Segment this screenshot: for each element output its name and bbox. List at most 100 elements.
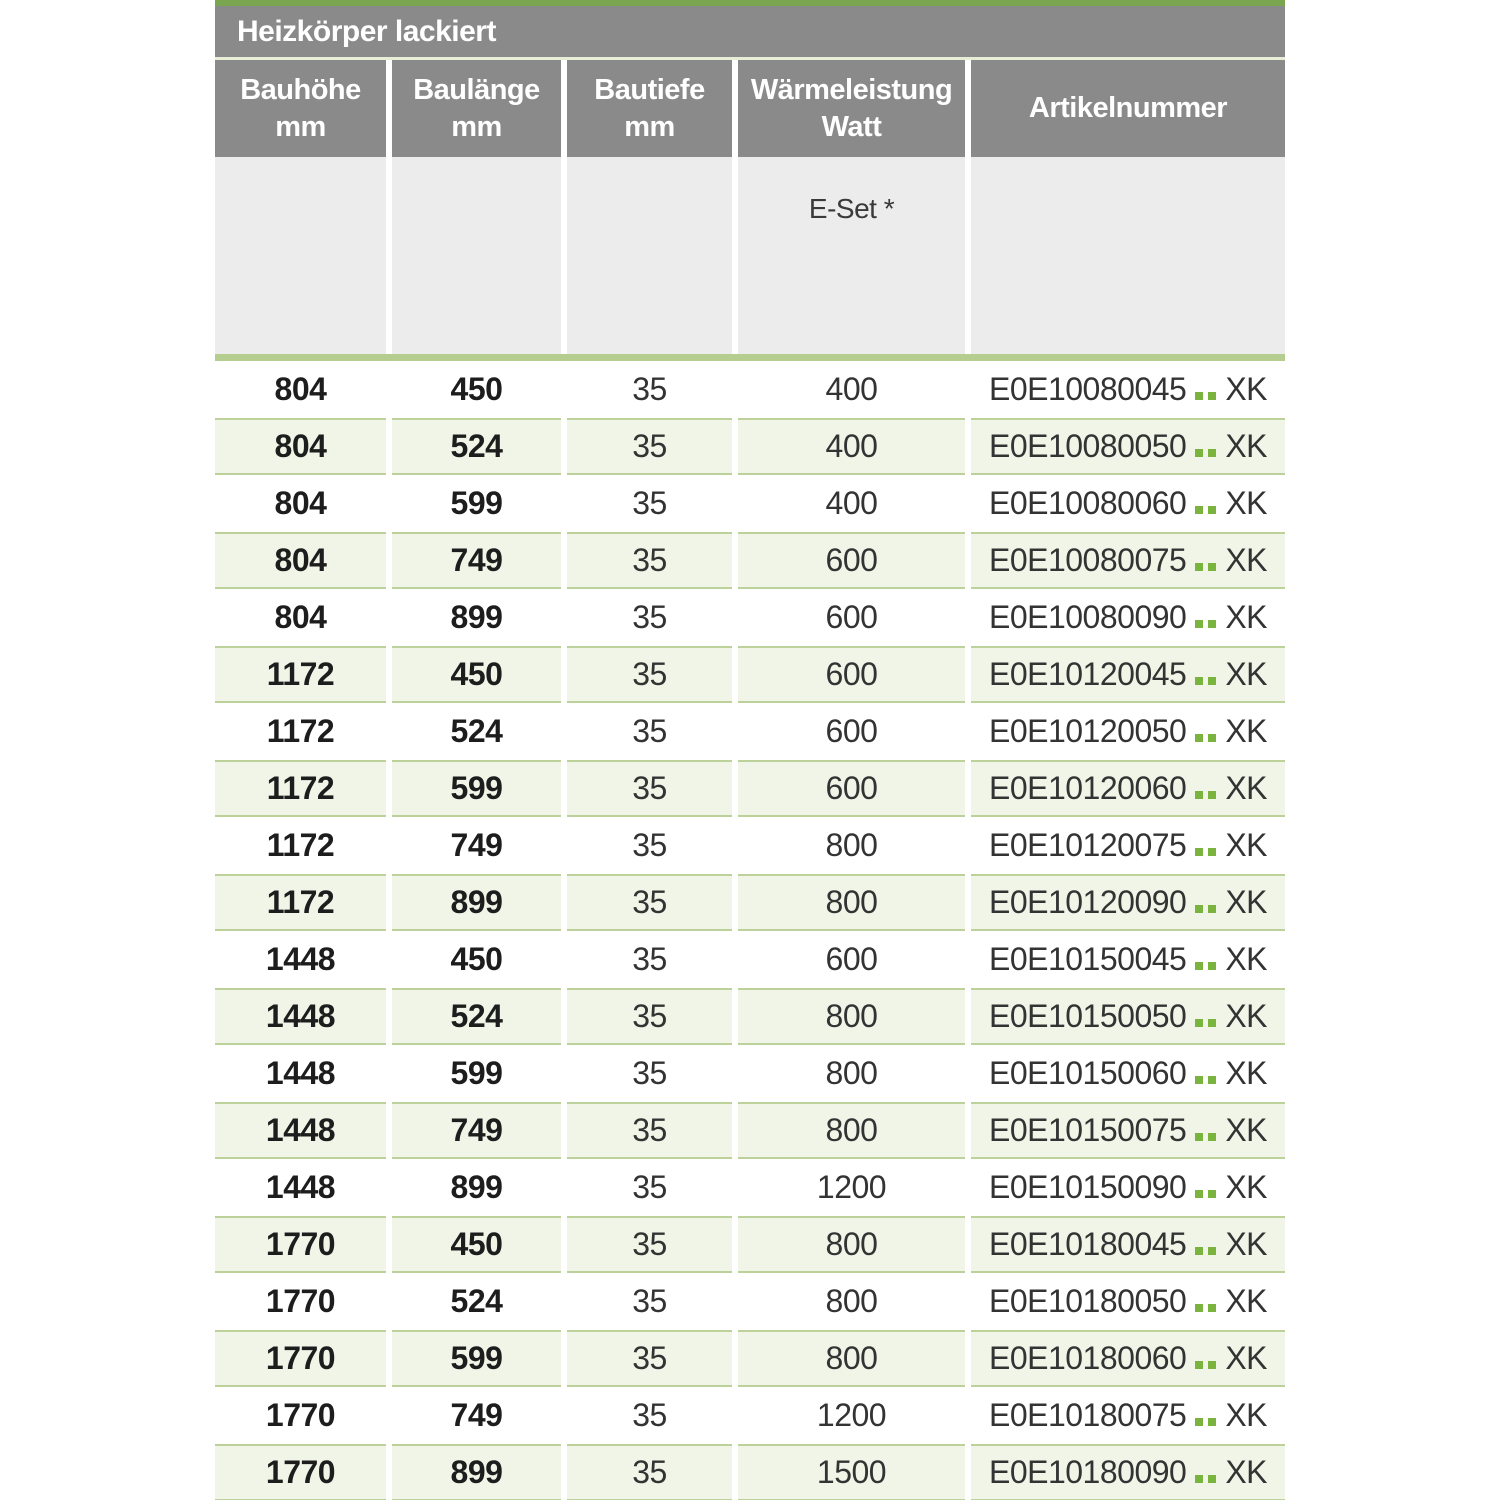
column-label: Bautiefe: [594, 73, 705, 106]
table-row: 1770 899 35 1500 E0E10180090 XK: [215, 1444, 1285, 1500]
green-dot-icon: [1208, 1418, 1217, 1426]
cell-bautiefe: 35: [632, 827, 667, 863]
cell-waermeleistung: 800: [825, 827, 878, 863]
column-header-waermeleistung: Wärmeleistung Watt: [738, 60, 965, 157]
green-dot-icon: [1195, 1076, 1204, 1084]
table-row: 804 524 35 400 E0E10080050 XK: [215, 418, 1285, 475]
table-row: 1448 524 35 800 E0E10150050 XK: [215, 988, 1285, 1045]
green-dot-icon: [1208, 1247, 1217, 1255]
cell-waermeleistung: 800: [738, 1216, 965, 1273]
cell-bautiefe: 35: [567, 1216, 732, 1273]
cell-baulaenge: 450: [450, 371, 503, 407]
table-row: 1172 749 35 800 E0E10120075 XK: [215, 817, 1285, 874]
green-dot-icon: [1195, 962, 1204, 970]
green-dot-icon: [1208, 1304, 1217, 1312]
green-dot-icon: [1208, 563, 1217, 571]
subheader-cell: [971, 157, 1285, 354]
green-dot-icon: [1195, 734, 1204, 742]
cell-baulaenge: 450: [392, 1216, 561, 1273]
cell-bauhoehe: 1448: [265, 941, 336, 977]
cell-bautiefe: 35: [567, 1102, 732, 1159]
green-dot-icon: [1195, 392, 1204, 400]
cell-artikelnummer: E0E10180050 XK: [971, 1273, 1285, 1330]
artikelnummer-value: E0E10080060 XK: [988, 485, 1268, 521]
cell-bautiefe: 35: [632, 941, 667, 977]
cell-bautiefe: 35: [567, 1330, 732, 1387]
cell-baulaenge: 899: [450, 1169, 503, 1205]
table-row: 1172 899 35 800 E0E10120090 XK: [215, 874, 1285, 931]
cell-bautiefe: 35: [567, 874, 732, 931]
cell-artikelnummer: E0E10120050 XK: [971, 703, 1285, 760]
cell-bauhoehe: 1172: [215, 874, 386, 931]
table-row: 1770 524 35 800 E0E10180050 XK: [215, 1273, 1285, 1330]
column-unit: mm: [275, 110, 326, 143]
cell-baulaenge: 524: [392, 418, 561, 475]
cell-waermeleistung: 800: [825, 1283, 878, 1319]
cell-artikelnummer: E0E10180075 XK: [971, 1387, 1285, 1444]
cell-waermeleistung: 400: [825, 485, 878, 521]
green-dot-icon: [1195, 1361, 1204, 1369]
green-dot-icon: [1208, 848, 1217, 856]
cell-bautiefe: 35: [567, 532, 732, 589]
eset-label: E-Set *: [808, 193, 895, 224]
green-dot-icon: [1208, 962, 1217, 970]
cell-waermeleistung: 400: [825, 371, 878, 407]
column-label: Artikelnummer: [1028, 92, 1228, 124]
cell-bauhoehe: 804: [215, 418, 386, 475]
cell-bautiefe: 35: [632, 485, 667, 521]
column-label: Wärmeleistung: [750, 73, 953, 106]
table-row: 1448 450 35 600 E0E10150045 XK: [215, 931, 1285, 988]
cell-bauhoehe: 1172: [215, 646, 386, 703]
column-header-artikelnummer: Artikelnummer: [971, 60, 1285, 157]
cell-waermeleistung: 600: [738, 532, 965, 589]
green-dot-icon: [1195, 905, 1204, 913]
cell-baulaenge: 749: [450, 827, 503, 863]
green-dot-icon: [1208, 791, 1217, 799]
artikelnummer-value: E0E10150075 XK: [988, 1112, 1268, 1148]
subheader-cell: [215, 157, 386, 354]
artikelnummer-value: E0E10080050 XK: [988, 428, 1268, 464]
column-unit: Watt: [821, 110, 882, 143]
top-green-strip: [215, 0, 1285, 6]
artikelnummer-value: E0E10080045 XK: [988, 371, 1268, 407]
cell-artikelnummer: E0E10180060 XK: [971, 1330, 1285, 1387]
green-dot-icon: [1208, 677, 1217, 685]
green-dot-icon: [1195, 1247, 1204, 1255]
cell-waermeleistung: 800: [738, 1330, 965, 1387]
cell-bautiefe: 35: [632, 371, 667, 407]
artikelnummer-value: E0E10120060 XK: [988, 770, 1268, 806]
cell-baulaenge: 524: [450, 1283, 503, 1319]
cell-bautiefe: 35: [632, 713, 667, 749]
green-dot-icon: [1195, 1475, 1204, 1483]
cell-artikelnummer: E0E10080090 XK: [971, 589, 1285, 646]
cell-waermeleistung: 800: [738, 988, 965, 1045]
cell-waermeleistung: 800: [738, 874, 965, 931]
cell-waermeleistung: 600: [738, 646, 965, 703]
cell-artikelnummer: E0E10150045 XK: [971, 931, 1285, 988]
cell-baulaenge: 524: [450, 713, 503, 749]
column-unit: mm: [624, 110, 675, 143]
cell-bautiefe: 35: [632, 1283, 667, 1319]
cell-bauhoehe: 1770: [265, 1283, 336, 1319]
cell-baulaenge: 450: [450, 941, 503, 977]
table-row: 804 899 35 600 E0E10080090 XK: [215, 589, 1285, 646]
cell-bautiefe: 35: [567, 760, 732, 817]
cell-baulaenge: 599: [392, 1330, 561, 1387]
cell-artikelnummer: E0E10080050 XK: [971, 418, 1285, 475]
cell-artikelnummer: E0E10180045 XK: [971, 1216, 1285, 1273]
cell-bauhoehe: 804: [274, 485, 327, 521]
table-row: 1770 450 35 800 E0E10180045 XK: [215, 1216, 1285, 1273]
column-unit: mm: [451, 110, 502, 143]
cell-bauhoehe: 1770: [215, 1330, 386, 1387]
cell-baulaenge: 749: [392, 532, 561, 589]
cell-waermeleistung: 600: [825, 713, 878, 749]
artikelnummer-value: E0E10120075 XK: [988, 827, 1268, 863]
cell-baulaenge: 899: [392, 874, 561, 931]
artikelnummer-value: E0E10150090 XK: [988, 1169, 1268, 1205]
green-dot-icon: [1195, 1019, 1204, 1027]
table-row: 804 599 35 400 E0E10080060 XK: [215, 475, 1285, 532]
green-dot-icon: [1195, 506, 1204, 514]
cell-bautiefe: 35: [567, 418, 732, 475]
cell-artikelnummer: E0E10080060 XK: [971, 475, 1285, 532]
green-dot-icon: [1195, 563, 1204, 571]
